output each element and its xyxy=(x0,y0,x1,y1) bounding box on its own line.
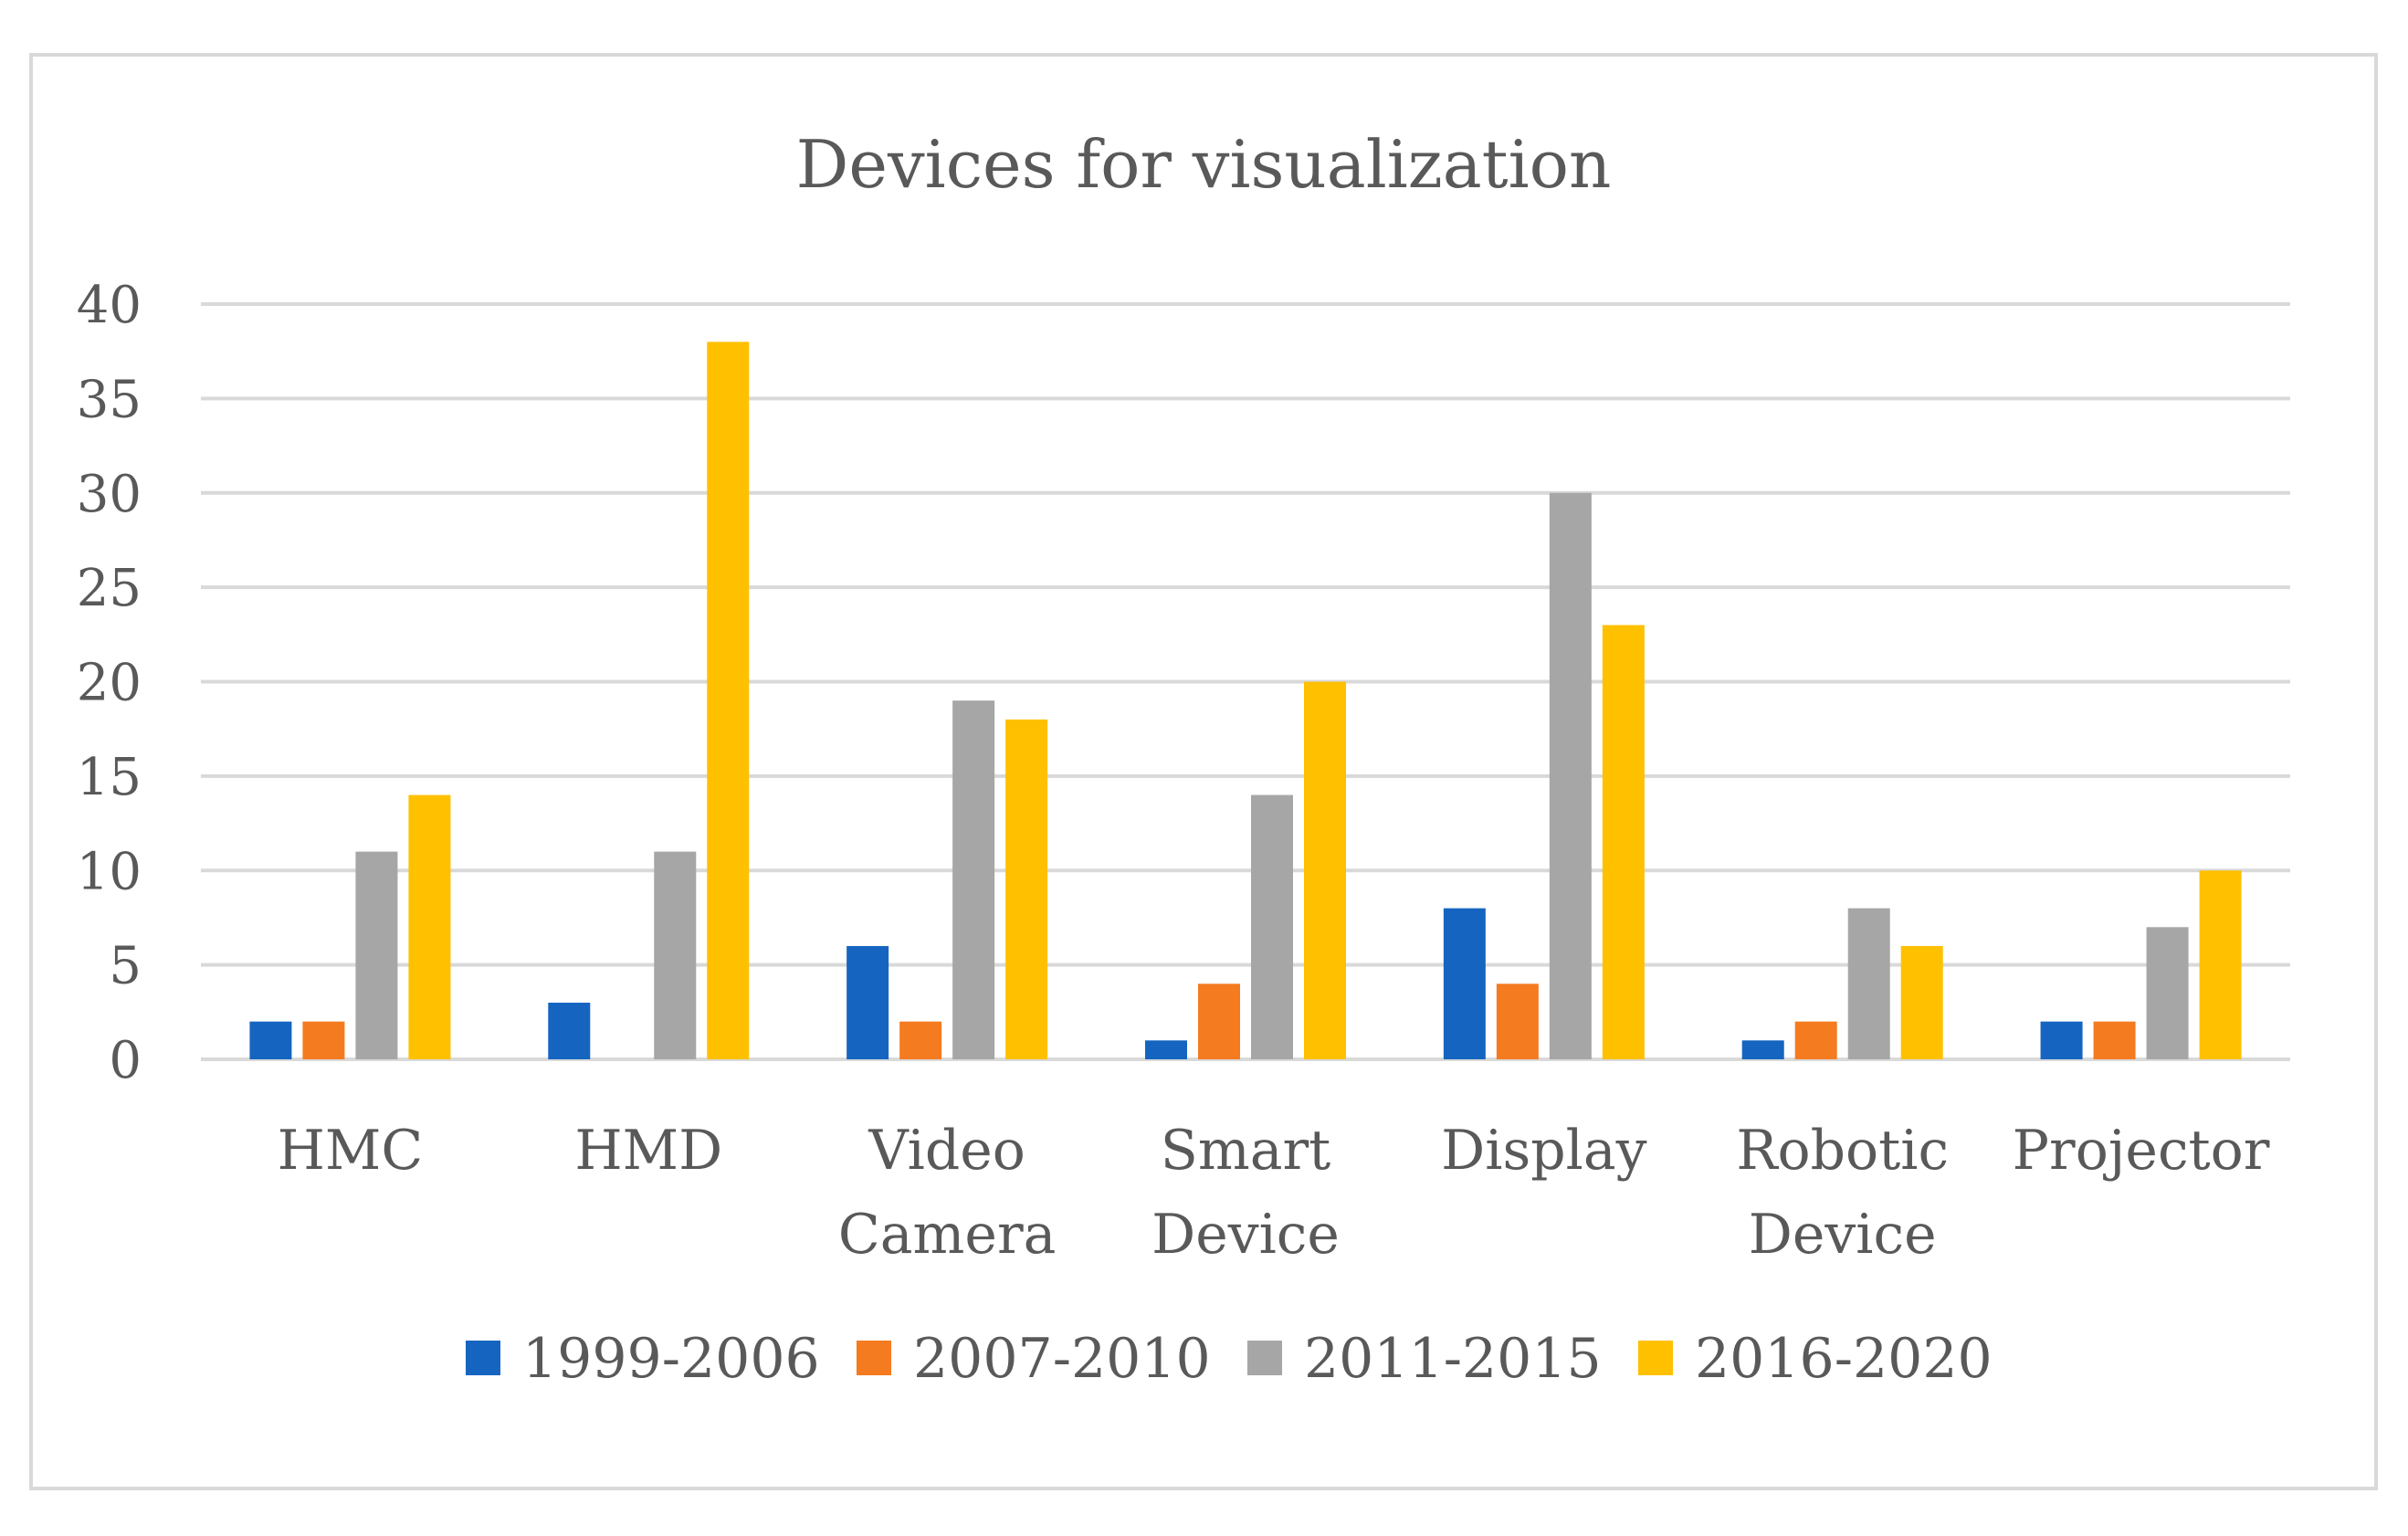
bar-1999-2006-hmd xyxy=(548,1002,591,1059)
bar-2007-2010-video-camera xyxy=(899,1021,942,1059)
bar-2011-2015-video-camera xyxy=(952,700,995,1059)
x-category-label: Smart xyxy=(1161,1119,1331,1183)
legend-swatch-2016-2020 xyxy=(1638,1341,1673,1375)
bar-2011-2015-hmd xyxy=(654,851,697,1059)
y-tick-label: 10 xyxy=(77,842,142,901)
x-axis-categories: HMC HMD Video Camera Smart Device Display Robot… xyxy=(278,1119,2270,1267)
y-tick-label: 5 xyxy=(109,937,142,996)
x-category-label: Display xyxy=(1441,1119,1646,1183)
legend-swatch-2007-2010 xyxy=(857,1341,891,1375)
y-tick-label: 40 xyxy=(77,276,142,335)
chart-title: Devices for visualization xyxy=(796,126,1612,203)
bar-1999-2006-smart-device xyxy=(1145,1040,1187,1059)
bar-2016-2020-video-camera xyxy=(1005,719,1048,1059)
bar-2011-2015-robotic-device xyxy=(1847,908,1890,1059)
bar-1999-2006-display xyxy=(1443,908,1486,1059)
bars xyxy=(249,342,2242,1060)
legend-label-1999-2006: 1999-2006 xyxy=(522,1327,820,1391)
legend: 1999-2006 2007-2010 2011-2015 2016-2020 xyxy=(466,1327,1993,1391)
bar-2016-2020-display xyxy=(1602,625,1645,1059)
bar-2007-2010-projector xyxy=(2093,1021,2136,1059)
bar-2007-2010-display xyxy=(1496,984,1539,1059)
x-category-label: Device xyxy=(1151,1203,1340,1267)
bar-2016-2020-robotic-device xyxy=(1900,945,1943,1059)
bar-1999-2006-video-camera xyxy=(846,945,889,1059)
bar-2011-2015-smart-device xyxy=(1251,794,1293,1059)
bar-2011-2015-display xyxy=(1549,492,1592,1059)
x-category-label: Device xyxy=(1749,1203,1937,1267)
bar-2007-2010-smart-device xyxy=(1198,984,1240,1059)
y-tick-label: 15 xyxy=(77,748,142,807)
bar-1999-2006-robotic-device xyxy=(1741,1040,1784,1059)
y-tick-label: 35 xyxy=(77,370,142,429)
bar-2011-2015-projector xyxy=(2146,927,2189,1059)
legend-label-2007-2010: 2007-2010 xyxy=(913,1327,1211,1391)
gridlines xyxy=(201,302,2290,1061)
bar-1999-2006-projector xyxy=(2040,1021,2083,1059)
x-category-label: Video xyxy=(868,1119,1025,1183)
legend-label-2016-2020: 2016-2020 xyxy=(1695,1327,1993,1391)
y-tick-label: 30 xyxy=(77,465,142,524)
y-axis-ticks: 0 5 10 15 20 25 30 35 40 xyxy=(77,276,142,1090)
x-category-label: HMD xyxy=(574,1119,722,1183)
bar-2016-2020-projector xyxy=(2199,870,2242,1059)
x-category-label: Robotic xyxy=(1736,1119,1949,1183)
y-tick-label: 0 xyxy=(109,1031,142,1090)
chart-frame xyxy=(29,53,2378,1490)
y-tick-label: 25 xyxy=(77,559,142,618)
y-tick-label: 20 xyxy=(77,654,142,713)
bar-2016-2020-smart-device xyxy=(1304,681,1346,1059)
x-category-label: Projector xyxy=(2013,1119,2270,1183)
bar-2016-2020-hmc xyxy=(408,794,451,1059)
x-category-label: Camera xyxy=(838,1203,1057,1267)
bar-2011-2015-hmc xyxy=(355,851,398,1059)
x-category-label: HMC xyxy=(278,1119,424,1183)
legend-label-2011-2015: 2011-2015 xyxy=(1304,1327,1602,1391)
bar-2007-2010-hmc xyxy=(302,1021,345,1059)
legend-swatch-1999-2006 xyxy=(466,1341,500,1375)
bar-1999-2006-hmc xyxy=(249,1021,292,1059)
bar-2007-2010-robotic-device xyxy=(1794,1021,1837,1059)
bar-2016-2020-hmd xyxy=(707,342,750,1060)
legend-swatch-2011-2015 xyxy=(1247,1341,1282,1375)
